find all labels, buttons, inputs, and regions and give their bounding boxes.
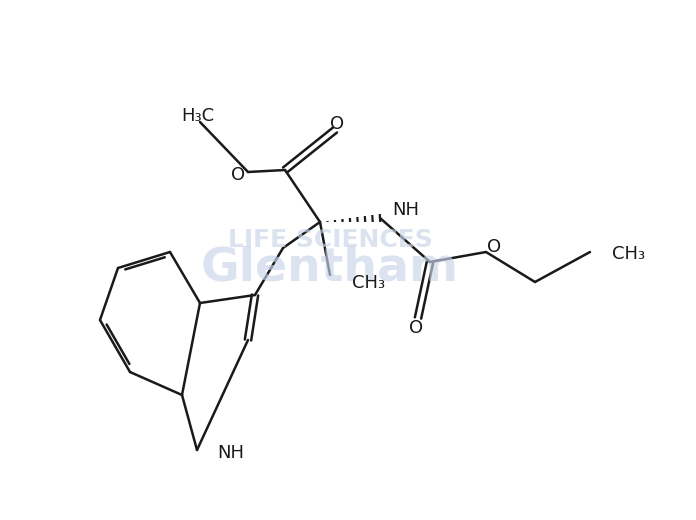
Text: H₃C: H₃C xyxy=(182,107,214,125)
Text: O: O xyxy=(330,115,344,133)
Text: O: O xyxy=(409,319,423,337)
Text: NH: NH xyxy=(217,444,244,462)
Text: CH₃: CH₃ xyxy=(612,245,645,263)
Text: NH: NH xyxy=(392,201,419,219)
Text: LIFE SCIENCES: LIFE SCIENCES xyxy=(228,228,432,252)
Text: O: O xyxy=(487,238,501,256)
Text: O: O xyxy=(231,166,245,184)
Text: CH₃: CH₃ xyxy=(352,274,385,292)
Text: Glentham: Glentham xyxy=(201,245,459,291)
